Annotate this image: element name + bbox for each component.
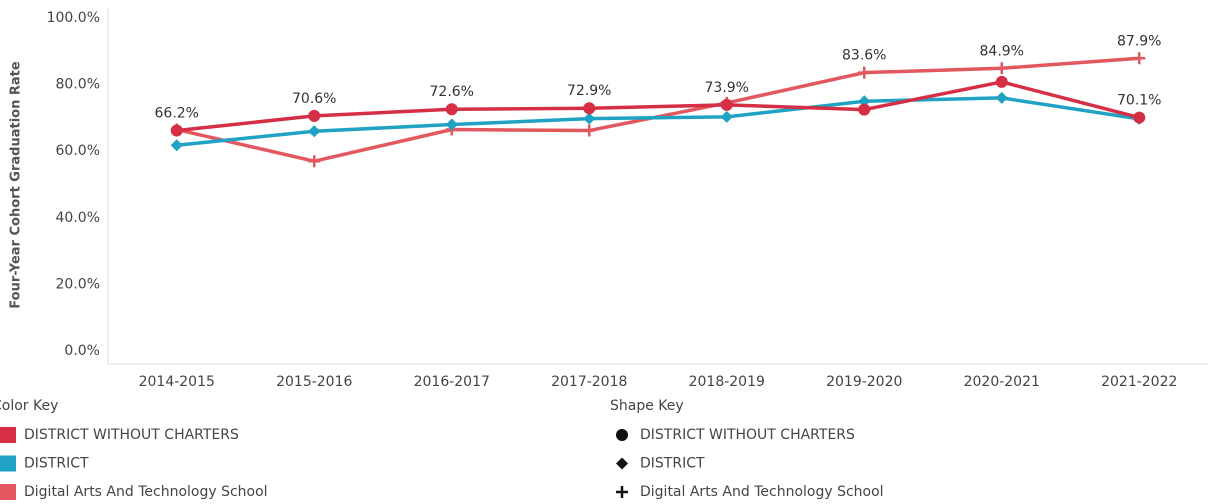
marker [583, 102, 596, 115]
legend-label: DISTRICT [640, 456, 705, 472]
x-tick-label: 2021-2022 [1101, 374, 1177, 390]
x-tick-label: 2015-2016 [276, 374, 352, 390]
marker [583, 112, 596, 125]
legend-title: Shape Key [610, 398, 684, 414]
marker [170, 124, 183, 137]
legend-swatch [0, 427, 16, 443]
line [176, 96, 1140, 147]
marker [1133, 111, 1146, 124]
legend-label: Digital Arts And Technology School [640, 484, 884, 500]
marker [308, 109, 321, 122]
marker [445, 103, 458, 116]
y-axis-title: Four-Year Cohort Graduation Rate [9, 61, 24, 309]
y-tick-label: 40.0% [56, 210, 100, 226]
x-tick-label: 2020-2021 [964, 374, 1040, 390]
x-tick-label: 2014-2015 [139, 374, 215, 390]
marker [1133, 52, 1146, 65]
marker [445, 118, 458, 131]
legend-label: DISTRICT WITHOUT CHARTERS [24, 427, 239, 443]
y-tick-label: 60.0% [56, 143, 100, 159]
y-tick-label: 20.0% [56, 276, 100, 292]
marker [170, 139, 183, 152]
x-tick-label: 2018-2019 [689, 374, 765, 390]
marker [616, 486, 628, 498]
x-tick-label: 2016-2017 [414, 374, 490, 390]
marker [720, 98, 733, 111]
data-label: 83.6% [842, 48, 886, 64]
legend-swatch [0, 455, 16, 472]
marker [616, 429, 628, 441]
marker [995, 75, 1008, 88]
legend-label: Digital Arts And Technology School [24, 484, 268, 500]
data-label: 72.9% [567, 83, 611, 99]
data-label: 70.6% [292, 91, 336, 107]
marker [995, 62, 1008, 75]
legend-swatch [0, 484, 16, 500]
legend-label: DISTRICT WITHOUT CHARTERS [640, 427, 855, 443]
marker [995, 91, 1008, 104]
data-label: 70.1% [1117, 93, 1161, 109]
legend-label: DISTRICT [24, 456, 89, 472]
marker [858, 66, 871, 79]
data-label: 84.9% [980, 43, 1024, 59]
marker [858, 103, 871, 116]
marker [308, 125, 321, 138]
marker [858, 95, 871, 108]
y-tick-label: 100.0% [47, 10, 100, 26]
x-tick-label: 2017-2018 [551, 374, 627, 390]
data-label: 73.9% [705, 80, 749, 96]
marker [720, 110, 733, 123]
marker [308, 155, 321, 168]
data-label: 66.2% [155, 106, 199, 122]
marker [583, 124, 596, 137]
marker [616, 457, 628, 470]
x-tick-label: 2019-2020 [826, 374, 902, 390]
data-label: 72.6% [430, 84, 474, 100]
legend-title: Color Key [0, 398, 58, 414]
data-label: 87.9% [1117, 33, 1161, 49]
y-tick-label: 0.0% [64, 343, 100, 359]
y-tick-label: 80.0% [56, 77, 100, 93]
line [176, 56, 1140, 163]
line [176, 80, 1140, 133]
